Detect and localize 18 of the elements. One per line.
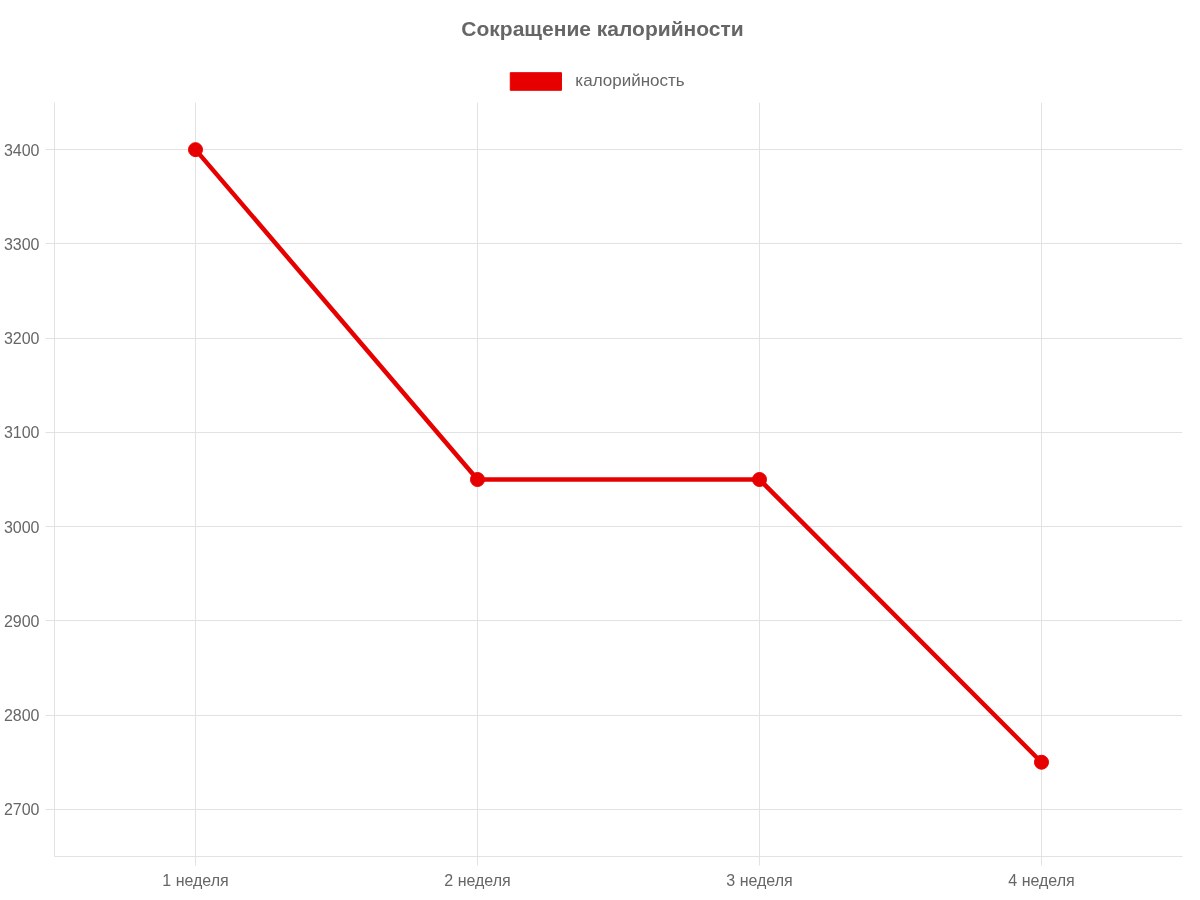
y-tick-label: 3000 — [3, 518, 40, 536]
y-tick-label: 3200 — [3, 330, 40, 348]
x-tick-label: 3 неделя — [726, 871, 793, 889]
y-tick-label: 3400 — [3, 141, 40, 159]
y-tick-label: 2900 — [3, 612, 40, 630]
x-tick-label: 2 неделя — [444, 871, 511, 889]
y-tick-label: 2800 — [3, 707, 40, 725]
point — [752, 472, 767, 487]
y-tick-label: 2700 — [3, 801, 40, 819]
chart-title: Сокращение калорийности — [461, 17, 744, 40]
point — [188, 142, 203, 158]
point — [1034, 754, 1049, 770]
x-tick-label: 4 неделя — [1008, 871, 1075, 889]
legend-label: калорийность — [575, 71, 685, 91]
x-tick-label: 1 неделя — [162, 871, 229, 889]
y-tick-label: 3100 — [3, 424, 40, 442]
point — [470, 472, 485, 487]
y-tick-label: 3300 — [3, 235, 40, 253]
